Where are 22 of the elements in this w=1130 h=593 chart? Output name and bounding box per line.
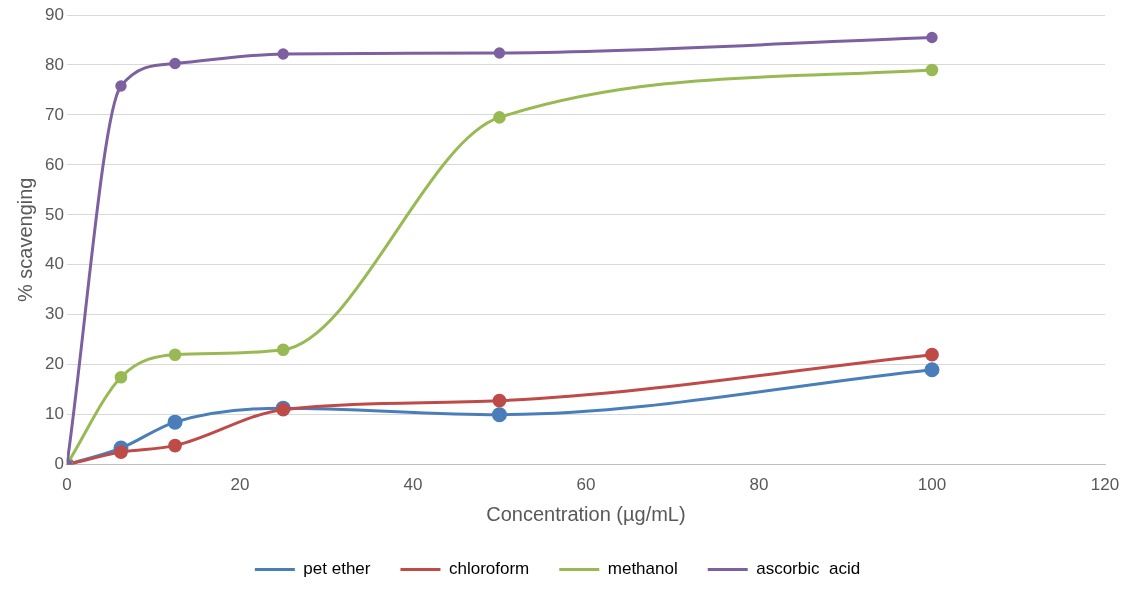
y-tick-label: 30 [44,304,64,324]
legend-label: pet ether [303,559,371,579]
x-axis-title: Concentration (µg/mL) [486,502,686,525]
y-tick-label: 80 [44,54,64,74]
x-tick-label: 100 [917,475,947,495]
legend-label: ascorbic acid [756,559,861,579]
y-tick-label: 60 [44,154,64,174]
x-tick-label: 120 [1090,475,1120,495]
x-tick-label: 20 [230,475,250,495]
y-tick-label: 20 [44,354,64,374]
x-tick-label: 60 [576,475,596,495]
legend-label: methanol [607,559,678,579]
y-tick-label: 50 [44,204,64,224]
y-tick-label: 70 [44,104,64,124]
y-tick-label: 0 [54,454,64,474]
y-tick-label: 10 [44,404,64,424]
x-tick-label: 80 [749,475,769,495]
y-axis-title: % scavenging [13,177,36,303]
y-tick-label: 40 [44,254,64,274]
y-tick-label: 90 [44,4,64,24]
legend-label: chloroform [448,559,530,579]
x-tick-label: 40 [403,475,423,495]
